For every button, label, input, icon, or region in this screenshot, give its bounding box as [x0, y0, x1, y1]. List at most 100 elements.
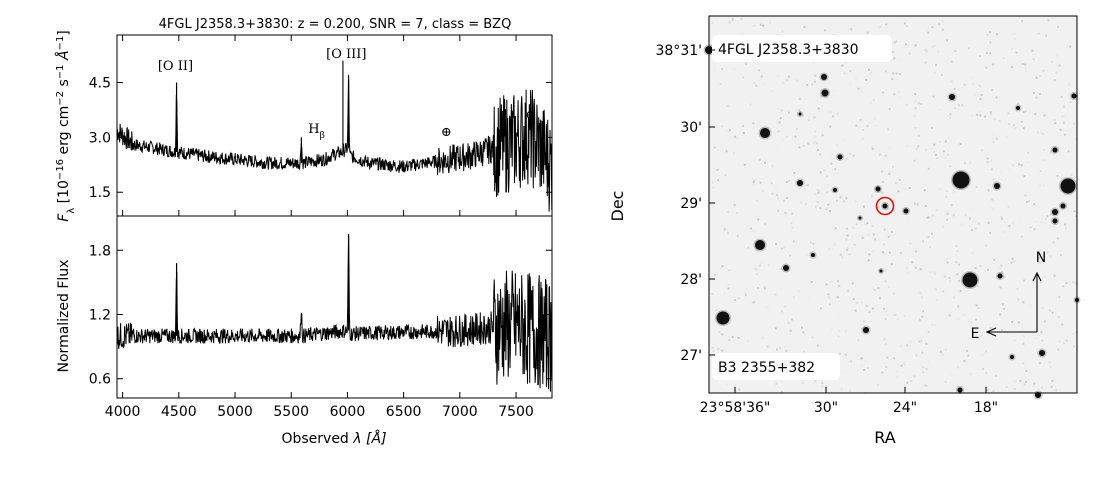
noise-pixel	[950, 204, 953, 207]
star	[1039, 350, 1045, 356]
noise-pixel	[910, 380, 913, 383]
noise-pixel	[990, 113, 993, 115]
noise-pixel	[1007, 112, 1010, 115]
noise-pixel	[717, 179, 719, 182]
noise-pixel	[816, 201, 819, 204]
noise-pixel	[1006, 136, 1009, 139]
noise-pixel	[812, 276, 815, 279]
noise-pixel	[1058, 315, 1061, 318]
noise-pixel	[941, 353, 944, 356]
noise-pixel	[798, 98, 801, 100]
noise-pixel	[758, 264, 761, 267]
noise-pixel	[793, 240, 796, 243]
noise-pixel	[712, 186, 715, 189]
noise-pixel	[935, 288, 937, 291]
noise-pixel	[833, 385, 836, 388]
noise-pixel	[787, 321, 790, 324]
noise-pixel	[761, 189, 764, 192]
noise-pixel	[829, 190, 832, 193]
star	[858, 216, 862, 220]
noise-pixel	[837, 317, 840, 320]
noise-pixel	[1005, 386, 1008, 388]
dec-tick-label: 29'	[680, 196, 702, 212]
telluric-annotation: ⊕	[441, 125, 452, 140]
noise-pixel	[890, 263, 893, 266]
noise-pixel	[921, 351, 924, 354]
noise-pixel	[785, 197, 788, 199]
noise-pixel	[981, 353, 984, 356]
noise-pixel	[1035, 288, 1038, 291]
noise-pixel	[952, 190, 955, 193]
noise-pixel	[775, 243, 778, 246]
star	[821, 89, 829, 97]
noise-pixel	[716, 168, 719, 171]
noise-pixel	[935, 157, 938, 159]
noise-pixel	[742, 76, 745, 79]
noise-pixel	[999, 313, 1002, 316]
noise-pixel	[827, 203, 830, 206]
noise-pixel	[742, 131, 745, 134]
noise-pixel	[971, 252, 974, 255]
noise-pixel	[871, 250, 874, 253]
noise-pixel	[995, 96, 998, 99]
noise-pixel	[1024, 194, 1027, 197]
noise-pixel	[1040, 386, 1043, 389]
noise-pixel	[764, 222, 767, 225]
noise-pixel	[845, 227, 848, 230]
noise-pixel	[970, 114, 973, 117]
noise-pixel	[996, 33, 999, 36]
noise-pixel	[1073, 210, 1076, 213]
noise-pixel	[843, 72, 846, 75]
noise-pixel	[828, 296, 831, 299]
noise-pixel	[831, 280, 834, 283]
noise-pixel	[817, 191, 820, 194]
noise-pixel	[899, 345, 902, 348]
noise-pixel	[914, 99, 917, 102]
noise-pixel	[956, 250, 959, 252]
noise-pixel	[917, 145, 920, 148]
noise-pixel	[753, 182, 756, 185]
noise-pixel	[862, 137, 865, 140]
noise-pixel	[1032, 384, 1035, 387]
noise-pixel	[884, 154, 887, 157]
noise-pixel	[984, 350, 987, 353]
noise-pixel	[1060, 96, 1063, 98]
noise-pixel	[903, 363, 906, 366]
noise-pixel	[873, 288, 876, 291]
noise-pixel	[935, 209, 938, 212]
noise-pixel	[966, 349, 968, 352]
noise-pixel	[893, 41, 896, 44]
noise-pixel	[948, 276, 951, 279]
noise-pixel	[863, 205, 865, 208]
dec-tick-label: 27'	[680, 348, 702, 364]
noise-pixel	[992, 63, 995, 66]
noise-pixel	[1001, 271, 1003, 274]
north-label: N	[1036, 250, 1046, 266]
noise-pixel	[906, 103, 909, 106]
noise-pixel	[883, 307, 885, 310]
noise-pixel	[1039, 249, 1042, 252]
noise-pixel	[834, 227, 837, 230]
flux-curve	[116, 74, 553, 212]
ra-tick-label: 24"	[893, 400, 917, 416]
noise-pixel	[866, 360, 869, 363]
star	[863, 327, 869, 333]
noise-pixel	[877, 384, 880, 387]
noise-pixel	[891, 31, 893, 34]
sky-image-frame	[708, 15, 1078, 394]
noise-pixel	[763, 287, 766, 290]
noise-pixel	[915, 354, 918, 357]
noise-pixel	[721, 125, 724, 128]
noise-pixel	[949, 113, 952, 116]
noise-pixel	[942, 28, 944, 31]
noise-pixel	[865, 304, 868, 307]
noise-pixel	[891, 51, 894, 53]
east-arrowhead	[985, 327, 997, 337]
noise-pixel	[1058, 296, 1061, 299]
noise-pixel	[1011, 322, 1014, 325]
noise-pixel	[854, 309, 857, 312]
noise-pixel	[950, 60, 953, 63]
noise-pixel	[911, 261, 914, 264]
noise-pixel	[877, 287, 880, 290]
noise-pixel	[925, 50, 928, 53]
